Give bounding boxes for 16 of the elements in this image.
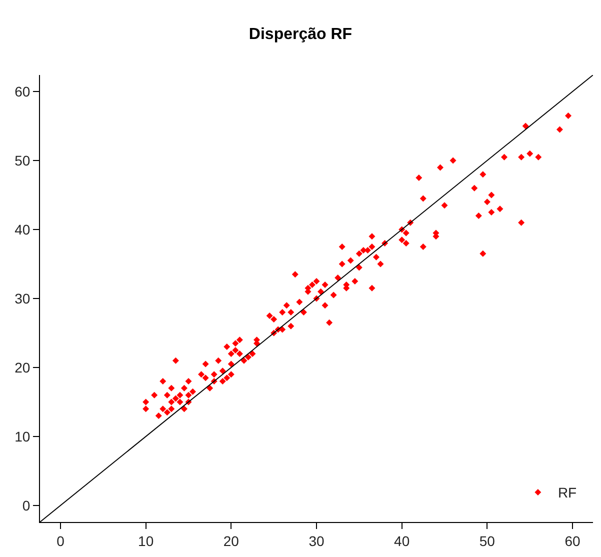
y-tick-label: 0 [22, 497, 30, 514]
x-tick-label: 40 [394, 532, 410, 549]
x-tick-label: 50 [479, 532, 496, 549]
legend-label: RF [558, 484, 577, 501]
y-tick-label: 60 [14, 83, 30, 100]
x-tick-label: 0 [56, 532, 65, 549]
x-tick-label: 60 [564, 532, 581, 549]
x-tick-label: 30 [308, 532, 324, 549]
y-tick-label: 50 [14, 152, 30, 168]
y-tick-label: 40 [14, 221, 30, 238]
chart-title: Disperção RF [248, 26, 352, 44]
x-tick-label: 20 [223, 532, 240, 549]
y-tick-label: 20 [14, 359, 30, 376]
y-tick-label: 10 [14, 428, 30, 444]
y-tick-label: 30 [14, 290, 30, 306]
x-tick-label: 10 [138, 532, 154, 549]
